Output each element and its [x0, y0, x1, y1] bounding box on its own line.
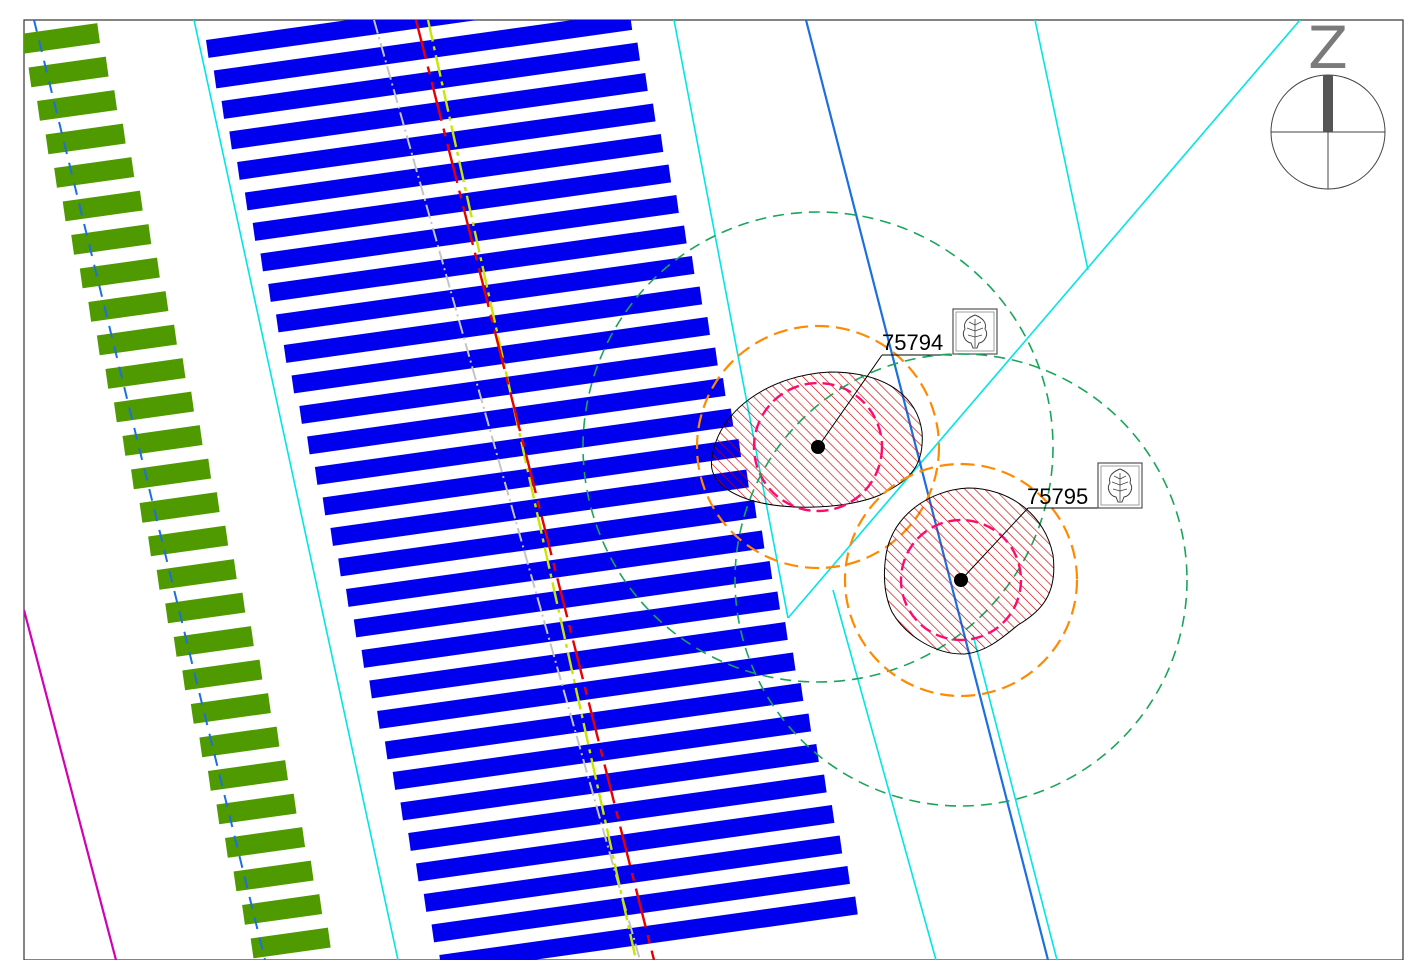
green-sleeper: [45, 123, 126, 155]
grey-centerline: [373, 20, 641, 960]
green-sleeper: [113, 391, 194, 423]
blue-sleeper: [314, 408, 734, 485]
green-sleeper-track: [24, 23, 331, 959]
yellow-green-line: [426, 20, 638, 960]
tree-symbol-icon: [1097, 462, 1143, 509]
green-sleeper: [173, 626, 254, 657]
green-sleeper: [225, 827, 306, 858]
green-sleeper: [122, 425, 203, 456]
cyan-line-4: [832, 589, 937, 960]
green-sleeper: [79, 257, 160, 289]
green-sleeper: [24, 23, 101, 54]
green-sleeper: [207, 760, 288, 791]
green-sleeper: [216, 793, 297, 825]
tree-75795-pink-circle: [899, 518, 1023, 642]
green-sleeper: [199, 726, 280, 758]
green-sleeper: [139, 492, 220, 523]
tree-75795-leader: [960, 507, 1029, 581]
plan-frame: [23, 19, 1404, 960]
cyan-line-5: [1034, 20, 1089, 271]
blue-sleeper: [283, 286, 703, 363]
green-sleeper: [182, 659, 263, 691]
tree-75794-label: 75794: [882, 330, 943, 355]
green-sleeper: [96, 324, 177, 356]
blue-sleeper: [439, 896, 858, 960]
north-arrow-letter: Z: [1308, 14, 1348, 82]
green-sleeper: [165, 592, 246, 624]
green-track-centerline: [33, 20, 266, 960]
tree-75794-outer-green-circle: [582, 211, 1054, 683]
north-arrow: Z: [1270, 14, 1386, 190]
magenta-boundary-line: [24, 609, 118, 960]
tree-75794-orange-circle: [695, 324, 941, 570]
green-sleeper: [71, 224, 152, 255]
cyan-line-1: [193, 20, 399, 960]
tree-75795-outer-green-circle: [734, 353, 1188, 807]
blue-sleeper: [221, 42, 640, 119]
green-sleeper: [242, 894, 323, 925]
tree-75795-orange-circle: [843, 462, 1079, 698]
blue-sleeper: [268, 225, 687, 302]
tree-75794-pink-circle: [752, 381, 884, 513]
green-sleeper: [54, 157, 135, 188]
cyan-line-6: [972, 634, 1058, 960]
green-sleeper: [250, 927, 331, 959]
north-arrow-needle: [1323, 75, 1333, 132]
green-sleeper: [105, 358, 186, 389]
blue-sleeper: [206, 20, 625, 58]
green-sleeper: [37, 90, 118, 121]
tree-75794-zones: 75794: [582, 211, 1054, 683]
green-sleeper: [88, 291, 169, 322]
tree-75795-trunk: [954, 573, 968, 587]
tree-75795-label: 75795: [1027, 484, 1088, 509]
blue-sleeper: [252, 164, 672, 241]
green-sleeper: [148, 525, 229, 557]
green-sleeper: [156, 559, 237, 590]
green-sleeper: [62, 190, 143, 222]
red-dashed-line: [414, 20, 656, 960]
blue-utility-line: [804, 20, 1050, 960]
tree-75794-leader: [817, 354, 883, 448]
green-sleeper: [233, 860, 314, 892]
tree-symbol-icon: [952, 308, 998, 355]
tree-75794-trunk: [811, 440, 825, 454]
blue-sleeper: [237, 103, 656, 180]
green-sleeper: [131, 458, 212, 490]
green-sleeper: [28, 56, 109, 88]
cyan-line-2: [673, 20, 789, 619]
cyan-line-3: [787, 20, 1301, 619]
tree-75795-zones: 75795: [734, 353, 1188, 807]
green-sleeper: [190, 693, 271, 724]
tree-75794-root-zone: [710, 371, 923, 508]
